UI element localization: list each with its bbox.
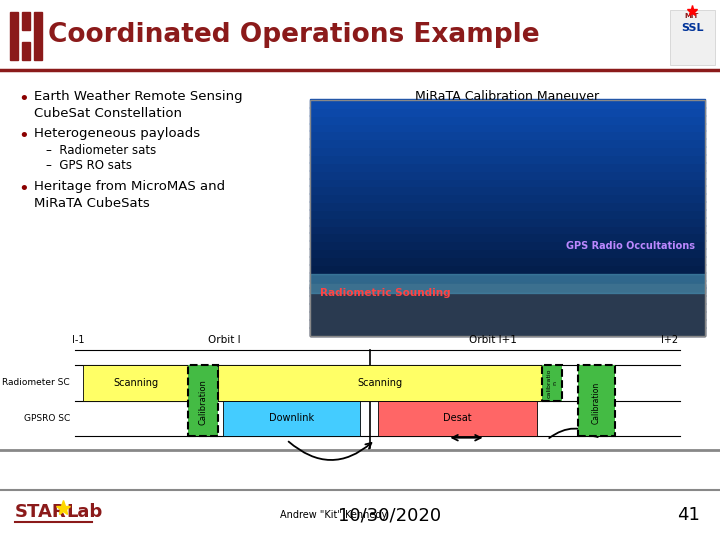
Bar	[310, 274, 705, 293]
Bar	[310, 193, 705, 202]
Text: Orbit I+1: Orbit I+1	[469, 335, 516, 345]
Bar	[218, 366, 542, 401]
Bar	[310, 99, 705, 108]
Bar	[310, 107, 705, 116]
Bar	[310, 114, 705, 124]
Text: CubeSat Constellation: CubeSat Constellation	[34, 107, 182, 120]
Text: Coordinated Operations Example: Coordinated Operations Example	[48, 22, 539, 48]
Text: Radiometer SC: Radiometer SC	[2, 379, 70, 387]
Bar	[310, 287, 705, 296]
Bar	[310, 123, 705, 131]
Bar	[310, 256, 705, 265]
Bar	[310, 225, 705, 233]
Text: Radiometric Sounding: Radiometric Sounding	[320, 288, 451, 298]
Bar	[310, 162, 705, 171]
Bar	[310, 201, 705, 210]
Text: SSL: SSL	[680, 23, 703, 33]
Text: 10/30/2020: 10/30/2020	[338, 506, 441, 524]
Bar	[22, 42, 30, 60]
Bar	[10, 12, 18, 60]
Text: Calibration: Calibration	[199, 380, 207, 426]
FancyBboxPatch shape	[188, 366, 218, 436]
Bar	[310, 327, 705, 335]
Bar	[34, 12, 42, 60]
Text: calibratio
n: calibratio n	[546, 368, 557, 397]
Bar	[310, 138, 705, 147]
Bar	[83, 366, 188, 401]
Bar	[310, 319, 705, 328]
Text: –  GPS RO sats: – GPS RO sats	[46, 159, 132, 172]
Bar	[670, 10, 715, 65]
Text: GPS Radio Occultations: GPS Radio Occultations	[566, 241, 695, 251]
Bar	[310, 217, 705, 226]
Bar	[310, 154, 705, 163]
Text: Earth Weather Remote Sensing: Earth Weather Remote Sensing	[34, 90, 243, 103]
Bar	[310, 248, 705, 257]
Text: Heritage from MicroMAS and: Heritage from MicroMAS and	[34, 180, 225, 193]
Text: 41: 41	[677, 506, 700, 524]
Text: Orbit I: Orbit I	[207, 335, 240, 345]
Text: Heterogeneous payloads: Heterogeneous payloads	[34, 127, 200, 140]
Text: Downlink: Downlink	[269, 413, 314, 423]
Text: MiRaTA CubeSats: MiRaTA CubeSats	[34, 197, 150, 210]
Text: MIT: MIT	[685, 13, 699, 19]
Bar	[310, 264, 705, 273]
Text: •: •	[18, 90, 29, 108]
Bar	[310, 272, 705, 281]
Bar	[310, 280, 705, 288]
Bar	[310, 233, 705, 241]
Text: –  Radiometer sats: – Radiometer sats	[46, 144, 156, 157]
Text: MiRaTA Calibration Maneuver: MiRaTA Calibration Maneuver	[415, 90, 600, 103]
Text: STAR: STAR	[15, 503, 67, 521]
Bar	[310, 170, 705, 179]
Bar	[310, 146, 705, 155]
Bar	[310, 185, 705, 194]
Bar	[310, 100, 705, 335]
Text: Lab: Lab	[66, 503, 102, 521]
Bar	[223, 401, 360, 436]
Text: •: •	[18, 180, 29, 198]
Bar	[310, 284, 705, 335]
Text: Andrew "Kit" Kennedy: Andrew "Kit" Kennedy	[280, 510, 387, 520]
Bar	[22, 12, 30, 30]
Bar	[310, 311, 705, 320]
Bar	[378, 401, 537, 436]
Bar	[310, 240, 705, 249]
Text: I+2: I+2	[662, 335, 678, 345]
Text: Scanning: Scanning	[357, 378, 402, 388]
Text: Scanning: Scanning	[113, 378, 158, 388]
Text: Calibration: Calibration	[592, 381, 601, 424]
Bar	[310, 209, 705, 218]
Bar	[310, 178, 705, 186]
Bar	[310, 130, 705, 139]
Bar	[310, 295, 705, 304]
Text: GPSRO SC: GPSRO SC	[24, 414, 70, 423]
Text: •: •	[18, 127, 29, 145]
FancyBboxPatch shape	[578, 366, 615, 436]
Bar	[310, 303, 705, 312]
Text: I-1: I-1	[72, 335, 84, 345]
Text: Desat: Desat	[444, 413, 472, 423]
FancyBboxPatch shape	[542, 366, 562, 401]
